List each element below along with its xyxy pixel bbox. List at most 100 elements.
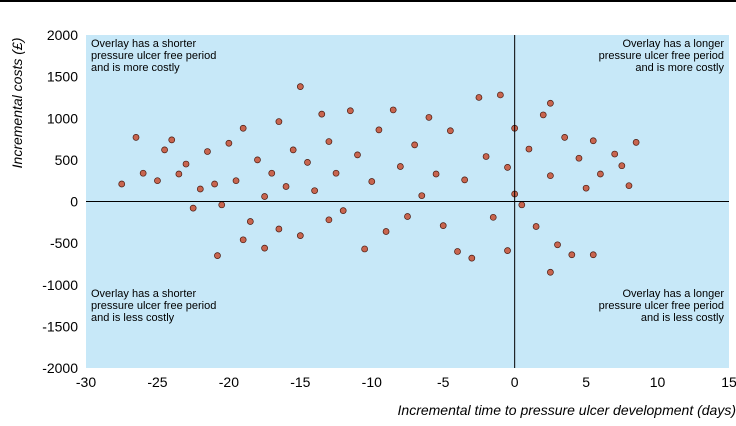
data-point [582,184,590,192]
data-point [261,193,268,200]
data-point [375,126,383,134]
data-point [354,151,361,159]
data-point [518,201,526,209]
data-point [497,91,504,99]
data-point [597,170,604,178]
y-tick-label: -2000 [42,360,78,376]
data-point [311,187,318,195]
data-point [432,170,440,178]
data-point [589,137,597,145]
data-point [361,245,368,253]
x-tick-label: 5 [582,374,590,390]
y-tick-label: 2000 [47,27,78,43]
data-point [447,127,454,135]
data-point [154,177,161,185]
data-point [539,111,547,119]
data-point [232,177,240,185]
svg-text:Overlay has a shorter: Overlay has a shorter [91,38,196,50]
data-point [304,159,311,166]
data-point [168,136,176,144]
svg-text:Overlay has a shorter: Overlay has a shorter [91,288,196,300]
data-point [275,225,283,233]
data-point [132,134,140,141]
top-rule [0,0,736,2]
x-tick-label: -25 [147,374,167,390]
x-axis-title: Incremental time to pressure ulcer devel… [398,402,736,418]
data-point [214,252,221,259]
data-point [275,118,283,125]
data-point [261,244,268,252]
y-tick-label: -500 [50,235,78,251]
x-tick-label: -5 [437,374,450,390]
data-point [325,138,333,145]
y-tick-label: 1000 [47,110,78,126]
data-point [589,251,597,259]
x-axis-ticks: -30 -25 -20 -15 -10 -5 0 5 10 15 [76,374,736,390]
data-point [382,228,390,235]
y-tick-label: 0 [70,194,78,210]
svg-text:and is less costly: and is less costly [641,312,725,324]
data-point [411,141,418,149]
svg-text:pressure ulcer free period: pressure ulcer free period [599,50,724,62]
svg-text:and is more costly: and is more costly [635,62,724,74]
y-tick-label: -1500 [42,318,78,334]
data-point [568,251,576,259]
x-tick-label: 15 [721,374,736,390]
data-point [625,182,633,190]
data-point [418,192,426,200]
y-tick-label: 1500 [47,69,78,85]
data-point [246,218,254,225]
data-point [239,236,247,244]
data-point [547,99,554,107]
data-point [468,254,476,262]
x-tick-label: -30 [76,374,96,390]
data-point [254,156,261,164]
data-point [139,169,147,177]
data-point [332,169,340,177]
data-point [425,114,433,121]
data-point [439,222,447,229]
data-point [561,134,569,141]
y-tick-label: 500 [55,152,79,168]
data-point [318,110,326,118]
y-tick-label: -1000 [42,277,78,293]
data-point [504,247,511,254]
data-point [282,183,290,190]
quadrant-label-top-right: Overlay has a longer pressure ulcer free… [599,38,725,74]
data-point [204,148,211,155]
data-points [118,83,640,276]
data-point [404,213,411,220]
x-tick-label: 10 [650,374,666,390]
data-point [475,94,483,101]
data-point [118,180,126,188]
data-point [611,150,619,158]
svg-text:Overlay has a longer: Overlay has a longer [623,288,725,300]
data-point [461,176,469,184]
x-tick-label: -15 [290,374,310,390]
data-point [532,223,540,230]
data-point [575,154,583,162]
y-axis-ticks: 2000 1500 1000 500 0 -500 -1000 -1500 -2000 [42,27,78,376]
data-point [525,145,533,153]
data-point [182,160,190,168]
data-point [389,106,397,114]
svg-text:Overlay has a longer: Overlay has a longer [623,38,725,50]
x-tick-label: -20 [219,374,239,390]
svg-text:pressure ulcer free period: pressure ulcer free period [91,300,216,312]
data-point [504,164,511,171]
data-point [489,213,497,221]
data-point [289,146,297,154]
data-point [189,204,197,212]
data-point [632,139,640,146]
data-point [618,162,626,170]
quadrant-label-bottom-left: Overlay has a shorter pressure ulcer fre… [91,288,216,324]
data-point [218,201,226,209]
data-point [239,124,247,132]
data-point [268,169,276,177]
data-point [547,172,554,180]
x-tick-label: -10 [362,374,382,390]
data-point [547,268,554,276]
data-point [225,139,233,147]
quadrant-label-top-left: Overlay has a shorter pressure ulcer fre… [91,38,216,74]
